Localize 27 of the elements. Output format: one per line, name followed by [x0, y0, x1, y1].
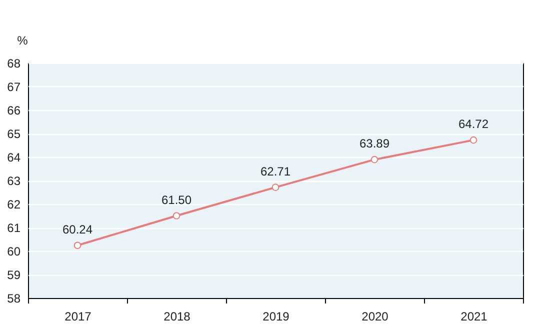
- data-label: 60.24: [62, 222, 93, 236]
- x-tick-label: 2021: [460, 310, 488, 324]
- y-tick-label: 62: [7, 198, 21, 212]
- point: [370, 156, 378, 164]
- point: [470, 136, 478, 144]
- x-tick-label: 2019: [262, 310, 290, 324]
- data-label: 61.50: [161, 192, 192, 207]
- y-tick-label: 63: [7, 174, 21, 188]
- data-label: 63.89: [359, 136, 390, 151]
- x-tick-label: 2017: [64, 310, 92, 324]
- y-tick-label: 59: [7, 268, 21, 282]
- y-tick-label: 67: [7, 80, 21, 94]
- y-tick-label: 60: [7, 244, 21, 258]
- data-label: 62.71: [260, 164, 291, 178]
- point: [172, 212, 180, 220]
- data-label: 64.72: [458, 117, 489, 132]
- y-tick-label: 64: [7, 150, 21, 164]
- y-tick-label: 58: [7, 292, 21, 306]
- y-axis-title: %: [17, 34, 28, 48]
- y-tick-label: 65: [7, 127, 21, 141]
- x-tick-label: 2020: [362, 310, 389, 324]
- x-tick-label: 2018: [164, 310, 191, 324]
- y-tick-label: 61: [7, 221, 21, 235]
- point: [74, 242, 82, 250]
- point: [272, 184, 280, 191]
- y-tick-label: 66: [7, 104, 21, 118]
- y-tick-label: 68: [7, 56, 21, 70]
